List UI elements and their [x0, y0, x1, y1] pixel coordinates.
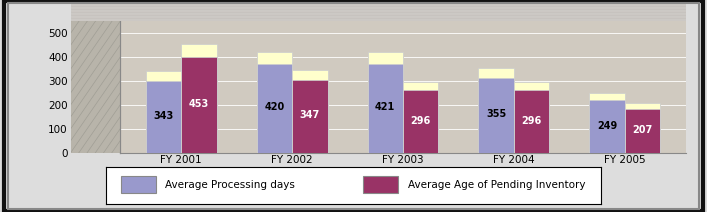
Bar: [71, 11, 686, 12]
Bar: [368, 52, 403, 64]
Bar: [590, 93, 625, 100]
Text: 420: 420: [264, 102, 284, 113]
Bar: [292, 70, 327, 153]
Text: 296: 296: [522, 116, 542, 126]
Bar: [514, 82, 549, 153]
Bar: [71, 18, 686, 20]
Bar: [71, 12, 686, 14]
Bar: [292, 70, 327, 80]
Bar: [71, 0, 686, 2]
Bar: [181, 44, 216, 57]
Bar: [181, 44, 216, 153]
Bar: [479, 68, 514, 153]
Bar: [590, 93, 625, 153]
Bar: [625, 103, 660, 109]
Bar: [146, 71, 181, 153]
Bar: [625, 103, 660, 153]
Text: 421: 421: [375, 102, 395, 112]
Bar: [363, 176, 398, 193]
Bar: [403, 82, 438, 153]
Text: 207: 207: [633, 125, 653, 135]
Text: Average Age of Pending Inventory: Average Age of Pending Inventory: [408, 180, 585, 190]
Bar: [479, 68, 514, 78]
Bar: [71, 15, 686, 17]
Bar: [514, 82, 549, 90]
Bar: [403, 82, 438, 90]
Bar: [71, 8, 686, 9]
Bar: [71, 6, 686, 8]
Text: 453: 453: [189, 99, 209, 109]
Text: 249: 249: [597, 121, 617, 131]
Bar: [146, 71, 181, 81]
Text: Average Processing days: Average Processing days: [165, 180, 296, 190]
Bar: [71, 5, 686, 6]
Bar: [71, 3, 686, 5]
Text: 343: 343: [153, 111, 173, 121]
Bar: [71, 2, 686, 3]
Bar: [121, 176, 156, 193]
Bar: [368, 52, 403, 153]
Text: 347: 347: [300, 110, 320, 120]
Bar: [257, 52, 292, 153]
Bar: [257, 52, 292, 64]
Bar: [71, 17, 686, 18]
Bar: [71, 20, 686, 21]
Bar: [71, 9, 686, 11]
Text: 296: 296: [411, 116, 431, 126]
Text: 355: 355: [486, 109, 506, 120]
Bar: [71, 14, 686, 15]
